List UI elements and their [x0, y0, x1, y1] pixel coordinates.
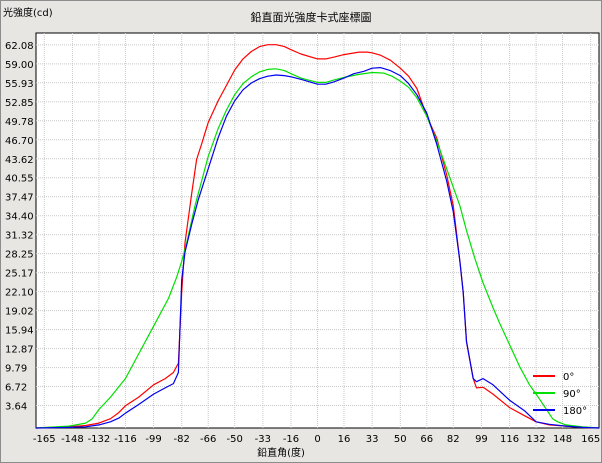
x-tick-label: 116 — [500, 434, 519, 445]
y-tick-label: 12.87 — [5, 345, 34, 356]
x-tick-label: -148 — [61, 434, 84, 445]
x-tick-label: 132 — [527, 434, 546, 445]
y-tick-label: 59.00 — [5, 60, 34, 71]
x-tick-label: 99 — [475, 434, 488, 445]
y-tick-label: 22.10 — [5, 288, 34, 299]
y-tick-label: 62.08 — [5, 41, 34, 52]
x-tick-label: -116 — [114, 434, 137, 445]
plot-area — [35, 32, 600, 429]
y-tick-label: 46.70 — [5, 136, 34, 147]
legend-label-2: 180° — [563, 406, 587, 417]
x-tick-label: 50 — [394, 434, 407, 445]
y-tick-label: 25.17 — [5, 269, 34, 280]
y-tick-label: 40.55 — [5, 174, 34, 185]
y-tick-label: 52.85 — [5, 98, 34, 109]
x-tick-label: -165 — [33, 434, 56, 445]
y-tick-label: 49.78 — [5, 117, 34, 128]
x-tick-label: 16 — [338, 434, 351, 445]
y-tick-label: 43.62 — [5, 155, 34, 166]
series-line-0 — [35, 44, 600, 429]
legend: 0° 90° 180° — [533, 372, 587, 417]
series-lines — [35, 44, 600, 429]
y-tick-label: 31.32 — [5, 231, 34, 242]
y-tick-label: 15.94 — [5, 326, 34, 337]
legend-label-1: 90° — [563, 389, 581, 400]
x-tick-label: 0 — [314, 434, 320, 445]
x-tick-label: 148 — [553, 434, 572, 445]
legend-label-0: 0° — [563, 372, 574, 383]
x-tick-label: -16 — [283, 434, 299, 445]
x-tick-label: 33 — [366, 434, 379, 445]
y-tick-label: 37.47 — [5, 193, 34, 204]
x-tick-label: -99 — [145, 434, 161, 445]
series-line-1 — [35, 68, 600, 429]
y-tick-label: 3.64 — [5, 402, 27, 413]
y-tick-label: 6.72 — [5, 383, 27, 394]
x-tick-label: -132 — [88, 434, 111, 445]
y-tick-label: 55.93 — [5, 79, 34, 90]
x-tick-label: -33 — [255, 434, 271, 445]
y-tick-label: 34.40 — [5, 212, 34, 223]
y-tick-label: 9.79 — [5, 364, 27, 375]
x-tick-label: -82 — [174, 434, 190, 445]
x-tick-label: 165 — [581, 434, 600, 445]
tick-labels: 3.64 6.72 9.79 12.87 15.94 19.02 22.10 25.17 28.… — [5, 41, 600, 445]
x-tick-label: 82 — [447, 434, 460, 445]
series-line-2 — [35, 66, 600, 429]
y-tick-label: 28.25 — [5, 250, 34, 261]
x-axis-label: 鉛直角(度) — [257, 446, 305, 459]
x-tick-label: -66 — [200, 434, 216, 445]
x-tick-label: -50 — [227, 434, 243, 445]
y-tick-label: 19.02 — [5, 307, 34, 318]
y-axis-label: 光強度(cd) — [3, 6, 53, 19]
chart-title: 鉛直面光強度卡式座標圖 — [251, 10, 372, 24]
x-tick-label: 66 — [420, 434, 433, 445]
